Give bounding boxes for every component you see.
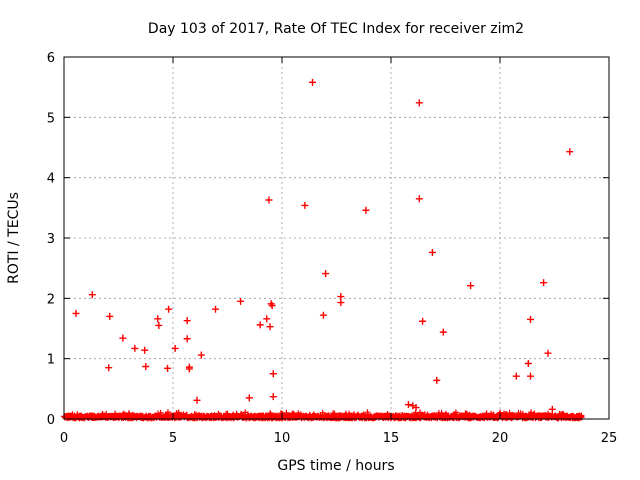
data-point: [404, 401, 412, 409]
data-point: [237, 297, 245, 305]
data-point: [524, 359, 532, 367]
data-point: [164, 364, 172, 372]
data-point: [106, 312, 114, 320]
data-point: [197, 351, 205, 359]
x-tick-label: 5: [169, 431, 177, 446]
y-tick-label: 5: [47, 111, 55, 126]
data-point: [428, 248, 436, 256]
data-point: [415, 195, 423, 203]
x-tick-label: 20: [492, 431, 509, 446]
data-point: [527, 372, 535, 380]
data-point: [309, 78, 317, 86]
data-point: [183, 335, 191, 343]
data-point: [154, 315, 162, 323]
data-point: [171, 344, 179, 352]
data-point: [566, 148, 574, 156]
data-point: [256, 321, 264, 329]
data-points: [72, 78, 574, 413]
data-point: [245, 394, 253, 402]
data-point: [548, 405, 556, 413]
data-point: [165, 305, 173, 313]
data-point: [266, 323, 274, 331]
data-point: [337, 293, 345, 301]
data-point: [212, 305, 220, 313]
data-point: [141, 346, 149, 354]
data-point: [193, 396, 201, 404]
data-point: [131, 344, 139, 352]
data-point: [155, 321, 163, 329]
data-point: [88, 291, 96, 299]
data-point: [268, 302, 276, 310]
data-point: [419, 317, 427, 325]
data-point: [72, 309, 80, 317]
data-point: [544, 349, 552, 357]
data-point: [269, 370, 277, 378]
data-point: [337, 299, 345, 307]
data-point: [467, 282, 475, 290]
data-point: [301, 201, 309, 209]
data-point: [527, 315, 535, 323]
x-tick-label: 15: [383, 431, 400, 446]
data-point: [439, 328, 447, 336]
y-tick-label: 2: [47, 292, 55, 307]
y-axis-label: ROTI / TECUs: [6, 192, 22, 284]
chart-title: Day 103 of 2017, Rate Of TEC Index for r…: [148, 21, 524, 37]
data-point: [322, 270, 330, 278]
data-point: [415, 99, 423, 107]
data-point: [183, 317, 191, 325]
data-point: [362, 206, 370, 214]
x-tick-label: 10: [274, 431, 291, 446]
data-point: [185, 365, 193, 373]
data-point: [142, 363, 150, 371]
x-tick-label: 0: [60, 431, 68, 446]
data-point: [433, 376, 441, 384]
y-tick-label: 3: [47, 232, 55, 247]
data-point: [540, 279, 548, 287]
data-point: [265, 196, 273, 204]
grid-lines: [64, 57, 609, 419]
data-point: [119, 334, 127, 342]
axis-ticks: [63, 56, 610, 420]
y-tick-label: 0: [47, 413, 55, 428]
x-tick-label: 25: [601, 431, 618, 446]
data-point: [512, 372, 520, 380]
data-point: [105, 364, 113, 372]
y-tick-label: 6: [47, 51, 55, 66]
data-point: [269, 393, 277, 401]
y-tick-label: 4: [47, 172, 55, 187]
data-point: [263, 315, 271, 323]
tick-labels: 0 5 10 15 20 25 0 1 2 3 4 5 6: [47, 51, 618, 446]
data-point: [319, 311, 327, 319]
y-tick-label: 1: [47, 353, 55, 368]
data-point: [412, 404, 420, 412]
x-axis-label: GPS time / hours: [277, 458, 394, 474]
